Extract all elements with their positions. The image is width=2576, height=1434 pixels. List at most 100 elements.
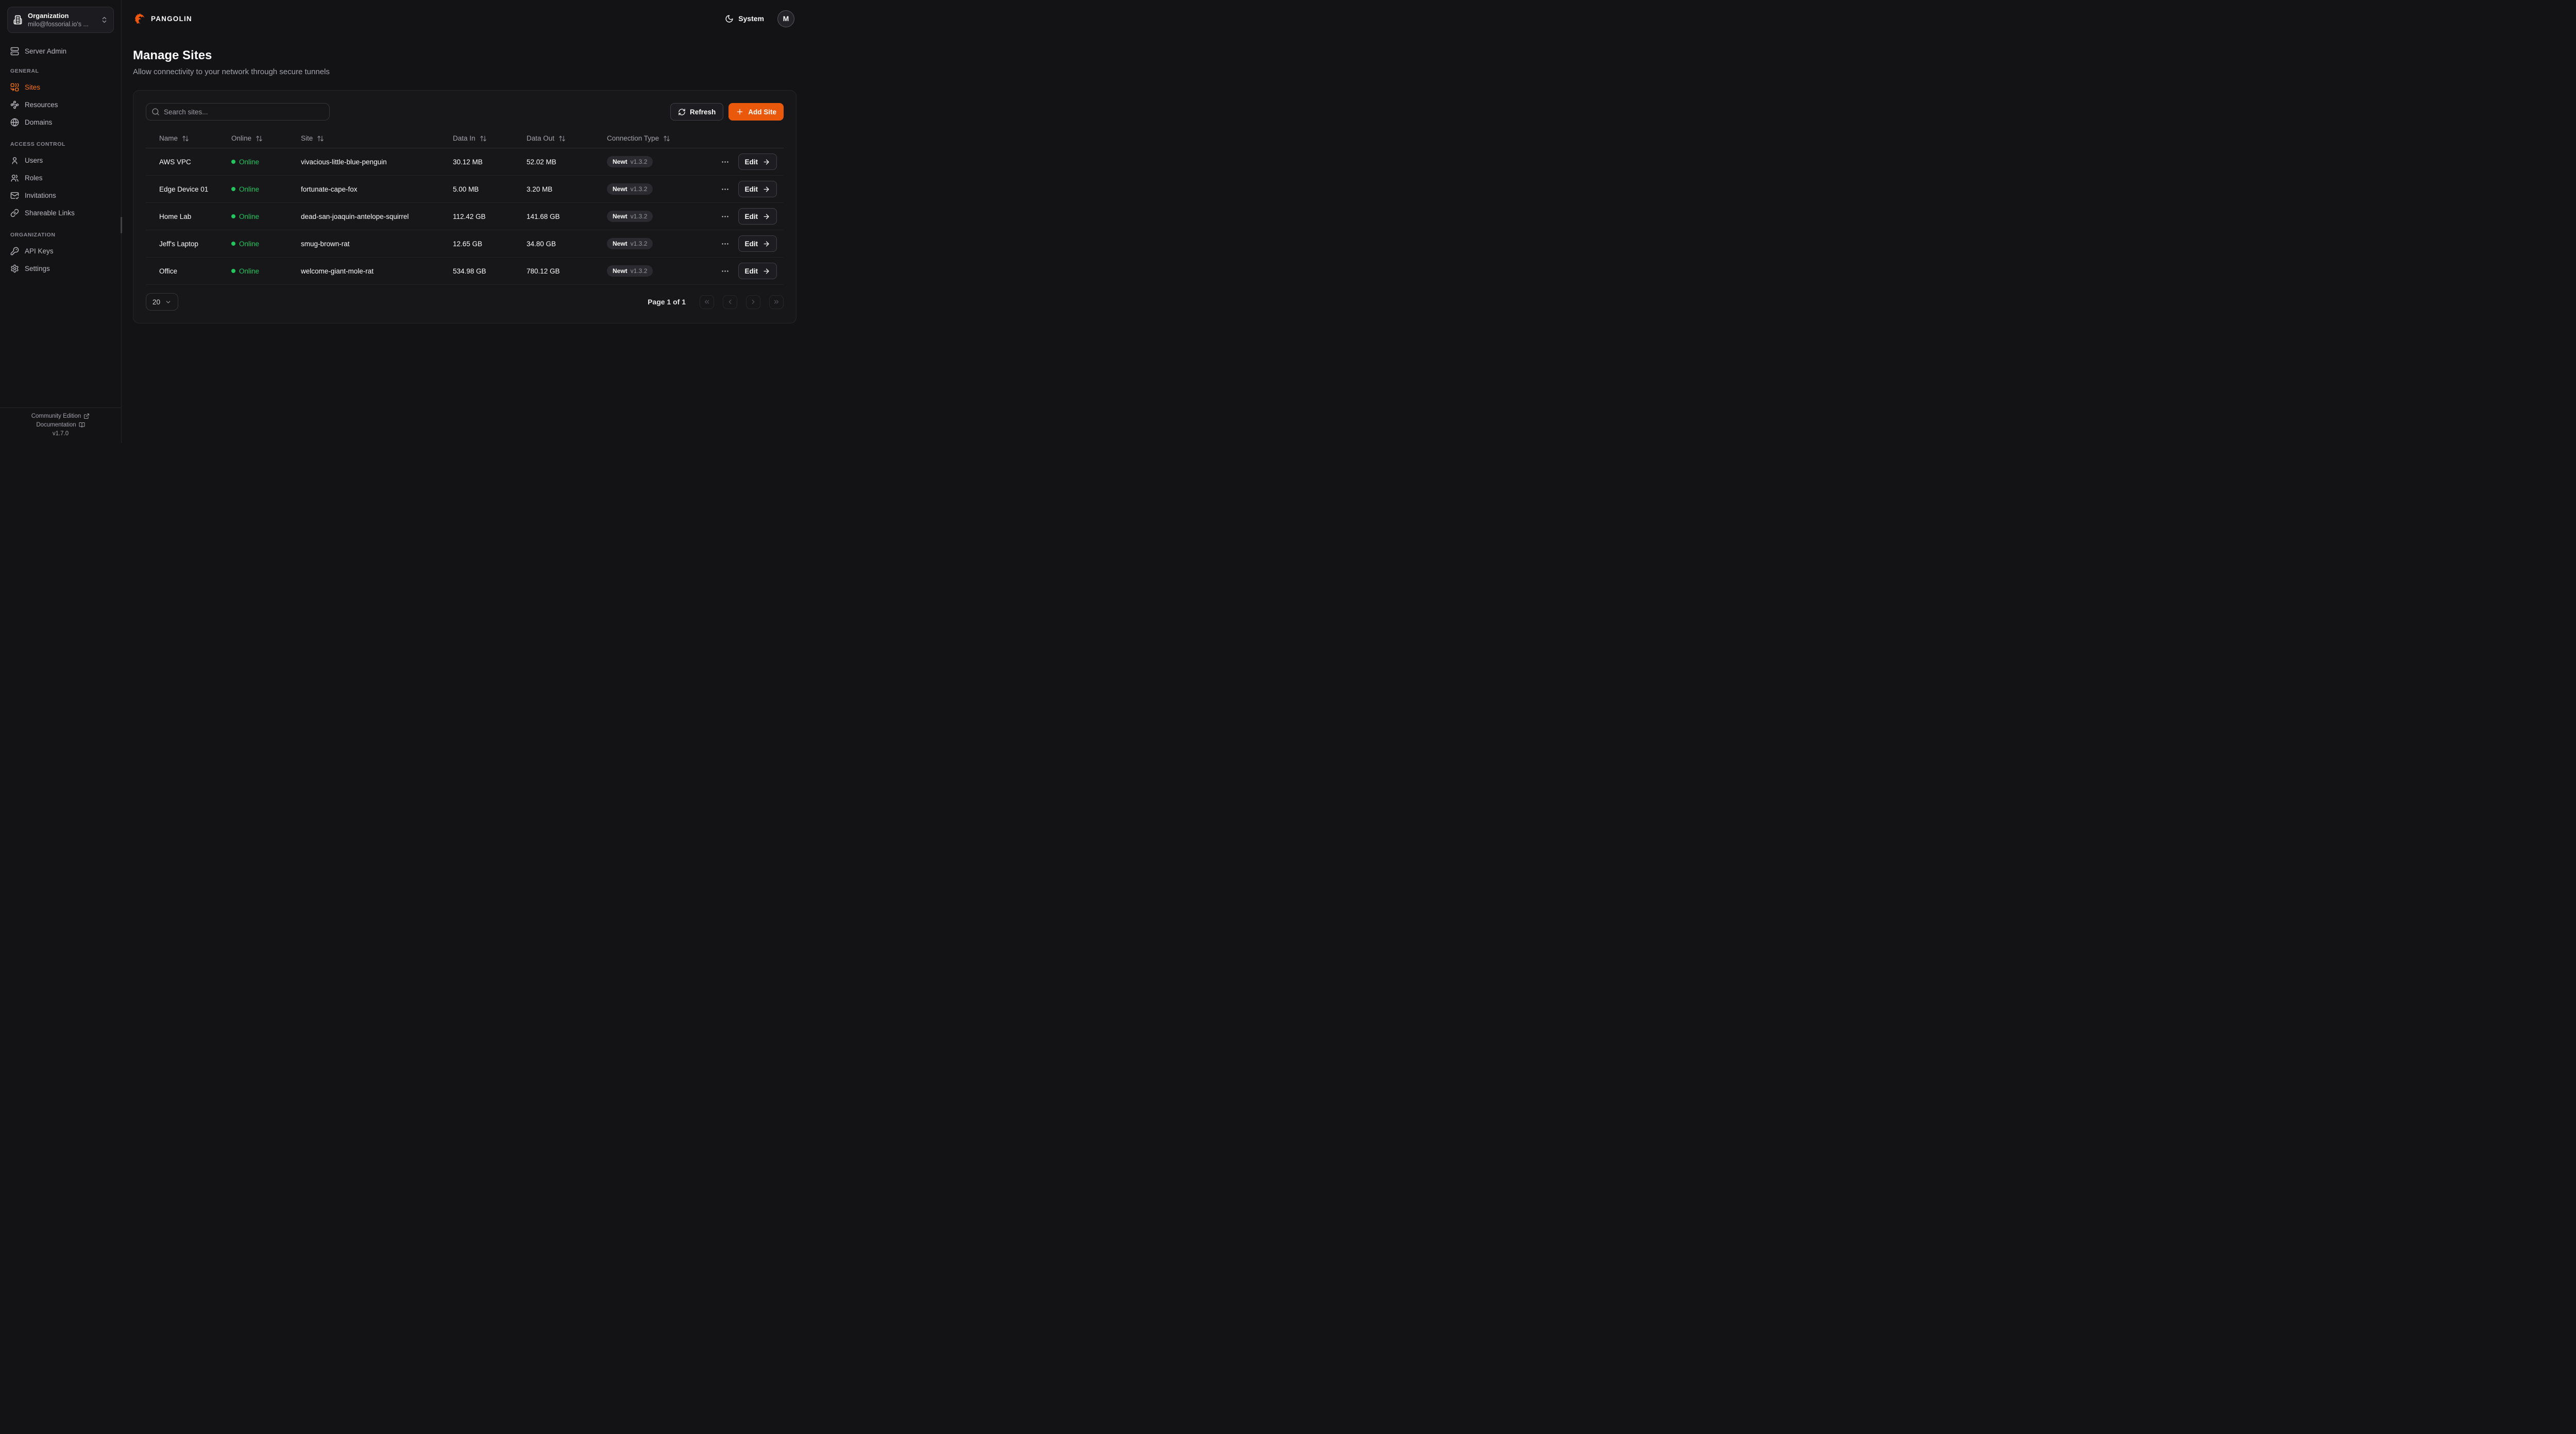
next-page-button[interactable]: [746, 295, 760, 309]
sort-icon: [317, 135, 324, 141]
sidebar-item-domains[interactable]: Domains: [7, 113, 114, 131]
sidebar-item-resources[interactable]: Resources: [7, 96, 114, 113]
connection-type-badge: Newt v1.3.2: [607, 211, 653, 222]
sidebar-item-sites[interactable]: Sites: [7, 78, 114, 96]
row-menu-button[interactable]: [720, 266, 731, 277]
column-header-site[interactable]: Site: [293, 134, 445, 142]
server-icon: [10, 47, 19, 56]
search-wrap: [146, 103, 330, 121]
org-selector[interactable]: Organization milo@fossorial.io's ...: [7, 7, 114, 33]
sites-table: Name Online Site Data In Data Out Connec…: [146, 129, 784, 285]
edit-label: Edit: [744, 240, 758, 248]
cell-name: Office: [159, 267, 178, 275]
avatar[interactable]: M: [777, 10, 794, 27]
sidebar-resize-handle[interactable]: [121, 217, 122, 233]
cell-data-out: 780.12 GB: [527, 267, 560, 275]
documentation-link[interactable]: Documentation: [36, 422, 85, 428]
theme-toggle[interactable]: System: [725, 14, 764, 23]
community-edition-link[interactable]: Community Edition: [31, 413, 90, 419]
chevron-right-icon: [752, 299, 755, 304]
column-header-name[interactable]: Name: [151, 134, 223, 142]
search-input[interactable]: [146, 103, 330, 121]
gear-icon: [10, 264, 19, 273]
chevrons-left-icon: [704, 300, 709, 304]
user-icon: [10, 156, 19, 165]
sort-icon: [664, 135, 670, 141]
sidebar-item-api-keys[interactable]: API Keys: [7, 242, 114, 260]
row-menu-button[interactable]: [720, 211, 731, 222]
sidebar-item-invitations[interactable]: Invitations: [7, 186, 114, 204]
row-menu-button[interactable]: [720, 184, 731, 195]
arrow-right-icon: [764, 214, 769, 219]
cell-actions: Edit: [709, 235, 778, 252]
edit-button[interactable]: Edit: [738, 263, 777, 279]
sidebar-item-label: Settings: [25, 264, 50, 272]
column-header-data-out[interactable]: Data Out: [518, 134, 599, 142]
cell-data-in: 12.65 GB: [453, 240, 483, 248]
row-menu-button[interactable]: [720, 157, 731, 167]
last-page-button[interactable]: [769, 295, 784, 309]
cell-name: Edge Device 01: [159, 185, 209, 193]
cell-data-in: 112.42 GB: [453, 212, 486, 220]
cell-site: welcome-giant-mole-rat: [301, 267, 374, 275]
cell-connection-type: Newt v1.3.2: [599, 238, 709, 249]
page-size-select[interactable]: 20: [146, 293, 179, 311]
edit-button[interactable]: Edit: [738, 181, 777, 197]
page-indicator: Page 1 of 1: [648, 298, 686, 306]
cell-online: Online: [223, 158, 293, 166]
cell-data-out: 52.02 MB: [527, 158, 556, 166]
org-label: Organization: [28, 12, 69, 20]
table-row: AWS VPC Online vivacious-little-blue-pen…: [146, 148, 784, 176]
row-menu-button[interactable]: [720, 238, 731, 249]
online-status-label: Online: [239, 240, 260, 248]
column-header-data-in[interactable]: Data In: [445, 134, 518, 142]
sidebar-item-users[interactable]: Users: [7, 151, 114, 169]
edit-button[interactable]: Edit: [738, 235, 777, 252]
sidebar: Organization milo@fossorial.io's ... Ser…: [0, 0, 122, 443]
ellipsis-icon: [721, 243, 728, 245]
refresh-button[interactable]: Refresh: [670, 103, 724, 121]
edit-button[interactable]: Edit: [738, 153, 777, 170]
cell-connection-type: Newt v1.3.2: [599, 211, 709, 222]
first-page-button[interactable]: [700, 295, 714, 309]
cell-actions: Edit: [709, 181, 778, 197]
page-content: Manage Sites Allow connectivity to your …: [122, 37, 808, 443]
section-heading-access-control: ACCESS CONTROL: [10, 141, 65, 147]
online-status-label: Online: [239, 267, 260, 275]
sidebar-item-server-admin[interactable]: Server Admin: [7, 42, 114, 60]
add-site-button[interactable]: Add Site: [728, 103, 784, 121]
edit-button[interactable]: Edit: [738, 208, 777, 225]
cell-name: Jeff's Laptop: [159, 240, 198, 248]
search-icon: [152, 108, 159, 115]
previous-page-button[interactable]: [723, 295, 737, 309]
cell-connection-type: Newt v1.3.2: [599, 156, 709, 167]
sidebar-footer: Community Edition Documentation v1.7.0: [0, 407, 121, 443]
edit-label: Edit: [744, 158, 758, 166]
table-body: AWS VPC Online vivacious-little-blue-pen…: [146, 148, 784, 285]
sidebar-item-roles[interactable]: Roles: [7, 169, 114, 186]
edit-label: Edit: [744, 185, 758, 193]
org-value: milo@fossorial.io's ...: [28, 21, 89, 28]
cell-data-in: 5.00 MB: [453, 185, 479, 193]
page-subtitle: Allow connectivity to your network throu…: [133, 67, 330, 76]
connection-type-name: Newt: [613, 158, 628, 165]
ellipsis-icon: [721, 188, 728, 190]
cell-online: Online: [223, 267, 293, 275]
cell-actions: Edit: [709, 263, 778, 279]
chevron-down-icon: [165, 299, 172, 305]
cell-actions: Edit: [709, 153, 778, 170]
arrow-right-icon: [764, 186, 769, 192]
sites-card: Refresh Add Site Name Online Site Da: [133, 90, 796, 323]
column-header-connection-type[interactable]: Connection Type: [599, 134, 709, 142]
page-title: Manage Sites: [133, 48, 212, 62]
sidebar-item-settings[interactable]: Settings: [7, 260, 114, 277]
table-header-row: Name Online Site Data In Data Out Connec…: [146, 129, 784, 148]
sidebar-item-label: Shareable Links: [25, 209, 75, 217]
sidebar-item-shareable-links[interactable]: Shareable Links: [7, 204, 114, 221]
column-header-online[interactable]: Online: [223, 134, 293, 142]
online-status-label: Online: [239, 212, 260, 220]
brand: PANGOLIN: [133, 12, 192, 26]
sort-icon: [256, 135, 262, 141]
cell-data-out: 141.68 GB: [527, 212, 560, 220]
sidebar-item-label: Roles: [25, 174, 43, 182]
